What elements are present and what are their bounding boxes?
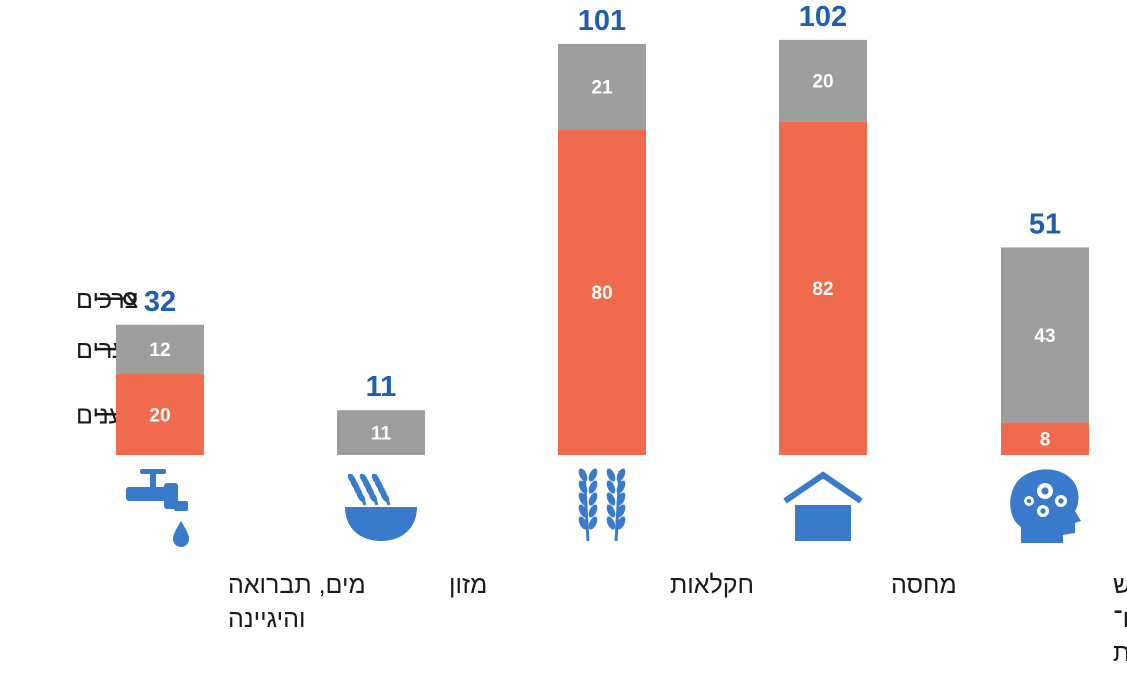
bar-segment-gaps (337, 410, 425, 455)
wheat-icon (578, 468, 626, 542)
category-label: חקלאות (670, 571, 754, 599)
segment-value-label: 21 (591, 78, 613, 99)
segment-value-label: 80 (591, 283, 612, 304)
segment-value-label: 82 (812, 279, 833, 300)
legend-needs-marker (123, 292, 137, 306)
total-value-label: 102 (799, 1, 847, 33)
segment-value-label: 20 (149, 405, 170, 426)
category-icons (126, 468, 1081, 547)
bar-segment-gaps (116, 324, 204, 374)
water-tap-icon (126, 469, 189, 547)
segment-value-label: 43 (1034, 326, 1055, 347)
category-label: מים, תברואה והיגיינה (228, 571, 366, 633)
category-label: בריאות הנפשותמיכה פסיכו־חברתית (1113, 571, 1127, 667)
bar-segment-gaps (1001, 247, 1089, 423)
category-label: מחסה (891, 571, 957, 599)
total-value-label: 51 (1029, 208, 1061, 240)
bar-segment-gaps (779, 39, 867, 122)
bar-segment-responses (116, 373, 204, 455)
segment-value-label: 20 (812, 72, 833, 93)
bar-segment-responses (558, 129, 646, 455)
category-label: מזון (449, 571, 487, 599)
bar-segment-gaps (558, 43, 646, 130)
segment-value-label: 11 (371, 424, 392, 445)
total-value-label: 32 (144, 286, 176, 318)
food-bowl-icon (345, 473, 417, 541)
bars: 20 12 32 11 11 80 21 101 82 20 102 8 43 51 (116, 1, 1089, 455)
segment-value-label: 12 (149, 340, 170, 361)
shelter-icon (783, 471, 863, 541)
legend-needs-label: צרכים (76, 286, 138, 314)
bar-segment-responses (779, 121, 867, 455)
total-value-label: 101 (578, 5, 626, 37)
bar-segment-responses (1001, 422, 1089, 455)
total-value-label: 11 (366, 371, 397, 403)
segment-value-label: 8 (1040, 430, 1051, 451)
mental-health-icon (1010, 469, 1081, 543)
